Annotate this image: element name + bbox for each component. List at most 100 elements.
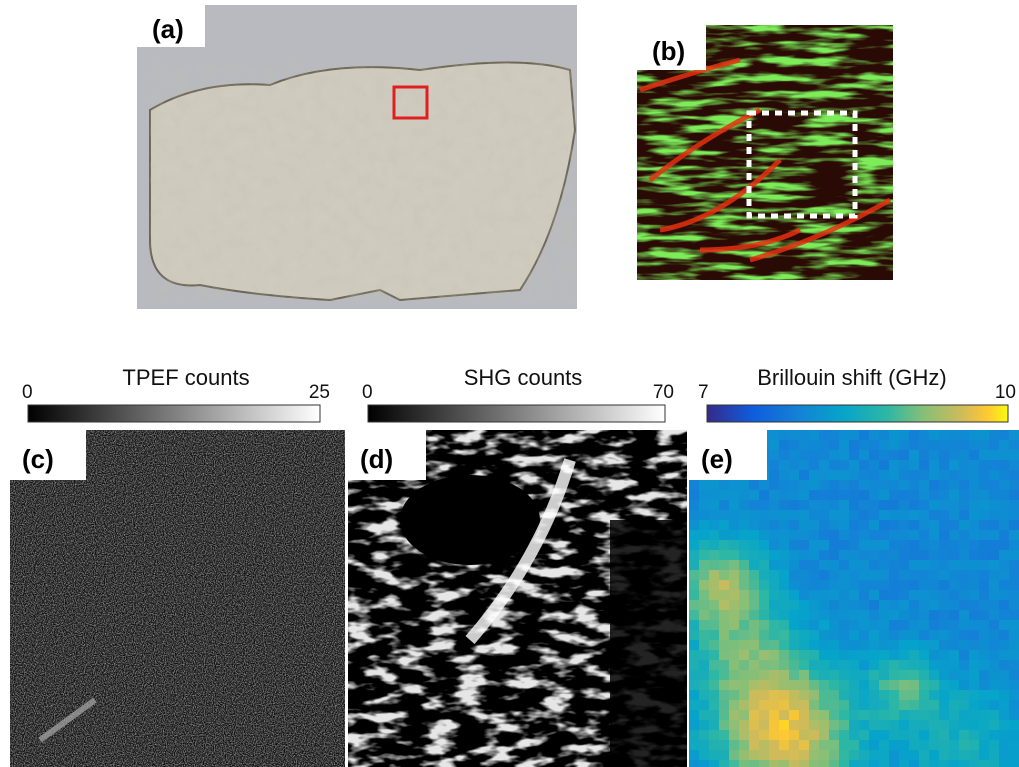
- map-pixel: [939, 480, 949, 490]
- map-pixel: [879, 580, 889, 590]
- map-pixel: [899, 470, 909, 480]
- map-pixel: [889, 500, 899, 510]
- map-pixel: [739, 490, 749, 500]
- map-pixel: [689, 730, 699, 740]
- map-pixel: [899, 660, 909, 670]
- map-pixel: [889, 650, 899, 660]
- map-pixel: [939, 590, 949, 600]
- map-pixel: [939, 690, 949, 700]
- map-pixel: [989, 440, 999, 450]
- map-pixel: [979, 520, 989, 530]
- map-pixel: [999, 640, 1009, 650]
- map-pixel: [889, 620, 899, 630]
- map-pixel: [769, 760, 779, 767]
- map-pixel: [939, 720, 949, 730]
- map-pixel: [859, 570, 869, 580]
- map-pixel: [999, 650, 1009, 660]
- map-pixel: [749, 490, 759, 500]
- map-pixel: [1009, 670, 1019, 680]
- map-pixel: [899, 490, 909, 500]
- map-pixel: [809, 730, 819, 740]
- map-pixel: [829, 560, 839, 570]
- map-pixel: [879, 460, 889, 470]
- map-pixel: [739, 500, 749, 510]
- map-pixel: [879, 630, 889, 640]
- map-pixel: [809, 670, 819, 680]
- map-pixel: [779, 520, 789, 530]
- map-pixel: [769, 480, 779, 490]
- map-pixel: [999, 440, 1009, 450]
- map-pixel: [759, 730, 769, 740]
- map-pixel: [779, 640, 789, 650]
- map-pixel: [829, 700, 839, 710]
- map-pixel: [789, 450, 799, 460]
- map-pixel: [749, 580, 759, 590]
- map-pixel: [699, 520, 709, 530]
- map-pixel: [719, 750, 729, 760]
- map-pixel: [789, 690, 799, 700]
- map-pixel: [969, 590, 979, 600]
- map-pixel: [789, 710, 799, 720]
- map-pixel: [969, 650, 979, 660]
- map-pixel: [939, 680, 949, 690]
- map-pixel: [1009, 550, 1019, 560]
- map-pixel: [709, 560, 719, 570]
- map-pixel: [809, 680, 819, 690]
- map-pixel: [919, 590, 929, 600]
- map-pixel: [769, 720, 779, 730]
- map-pixel: [999, 530, 1009, 540]
- map-pixel: [819, 560, 829, 570]
- map-pixel: [699, 480, 709, 490]
- map-pixel: [999, 520, 1009, 530]
- map-pixel: [709, 550, 719, 560]
- map-pixel: [979, 610, 989, 620]
- map-pixel: [979, 650, 989, 660]
- map-pixel: [939, 440, 949, 450]
- map-pixel: [1009, 430, 1019, 440]
- map-pixel: [969, 450, 979, 460]
- map-pixel: [1009, 440, 1019, 450]
- map-pixel: [719, 730, 729, 740]
- map-pixel: [689, 720, 699, 730]
- map-pixel: [849, 460, 859, 470]
- map-pixel: [889, 440, 899, 450]
- map-pixel: [699, 500, 709, 510]
- map-pixel: [789, 460, 799, 470]
- map-pixel: [849, 730, 859, 740]
- map-pixel: [819, 430, 829, 440]
- map-pixel: [889, 670, 899, 680]
- map-pixel: [949, 660, 959, 670]
- map-pixel: [959, 630, 969, 640]
- map-pixel: [909, 570, 919, 580]
- map-pixel: [919, 430, 929, 440]
- map-pixel: [859, 600, 869, 610]
- map-pixel: [729, 700, 739, 710]
- map-pixel: [899, 650, 909, 660]
- map-pixel: [799, 720, 809, 730]
- map-pixel: [879, 690, 889, 700]
- map-pixel: [869, 740, 879, 750]
- map-pixel: [799, 760, 809, 767]
- map-pixel: [939, 660, 949, 670]
- map-pixel: [869, 560, 879, 570]
- map-pixel: [949, 620, 959, 630]
- map-pixel: [959, 590, 969, 600]
- map-pixel: [929, 440, 939, 450]
- map-pixel: [1009, 580, 1019, 590]
- map-pixel: [879, 740, 889, 750]
- map-pixel: [829, 550, 839, 560]
- map-pixel: [979, 560, 989, 570]
- map-pixel: [689, 560, 699, 570]
- map-pixel: [889, 560, 899, 570]
- map-pixel: [839, 660, 849, 670]
- map-pixel: [909, 590, 919, 600]
- map-pixel: [909, 760, 919, 767]
- map-pixel: [869, 710, 879, 720]
- map-pixel: [909, 470, 919, 480]
- map-pixel: [859, 540, 869, 550]
- map-pixel: [749, 730, 759, 740]
- map-pixel: [739, 480, 749, 490]
- map-pixel: [729, 560, 739, 570]
- map-pixel: [699, 740, 709, 750]
- map-pixel: [709, 630, 719, 640]
